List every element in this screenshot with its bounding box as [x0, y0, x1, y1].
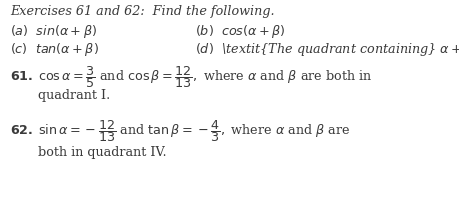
- Text: $(c)$  $\mathit{tan}(\alpha + \beta)$: $(c)$ $\mathit{tan}(\alpha + \beta)$: [10, 41, 99, 58]
- Text: $(d)$  \textit{The quadrant containing} $\alpha + \beta$: $(d)$ \textit{The quadrant containing} $…: [195, 41, 459, 58]
- Text: $\sin\alpha = -\dfrac{12}{13}$ and $\tan\beta = -\dfrac{4}{3},$ where $\alpha$ a: $\sin\alpha = -\dfrac{12}{13}$ and $\tan…: [38, 117, 349, 143]
- Text: quadrant I.: quadrant I.: [38, 89, 110, 102]
- Text: $(b)$  $\mathit{cos}(\alpha + \beta)$: $(b)$ $\mathit{cos}(\alpha + \beta)$: [195, 23, 285, 40]
- Text: $\cos\alpha = \dfrac{3}{5}$ and $\cos\beta = \dfrac{12}{13},$ where $\alpha$ and: $\cos\alpha = \dfrac{3}{5}$ and $\cos\be…: [38, 64, 372, 89]
- Text: $(a)$  $\mathit{sin}(\alpha + \beta)$: $(a)$ $\mathit{sin}(\alpha + \beta)$: [10, 23, 97, 40]
- Text: $\mathbf{61.}$: $\mathbf{61.}$: [10, 70, 33, 83]
- Text: $\mathbf{62.}$: $\mathbf{62.}$: [10, 124, 33, 137]
- Text: both in quadrant IV.: both in quadrant IV.: [38, 146, 166, 159]
- Text: Exercises 61 and 62:  Find the following.: Exercises 61 and 62: Find the following.: [10, 5, 274, 18]
